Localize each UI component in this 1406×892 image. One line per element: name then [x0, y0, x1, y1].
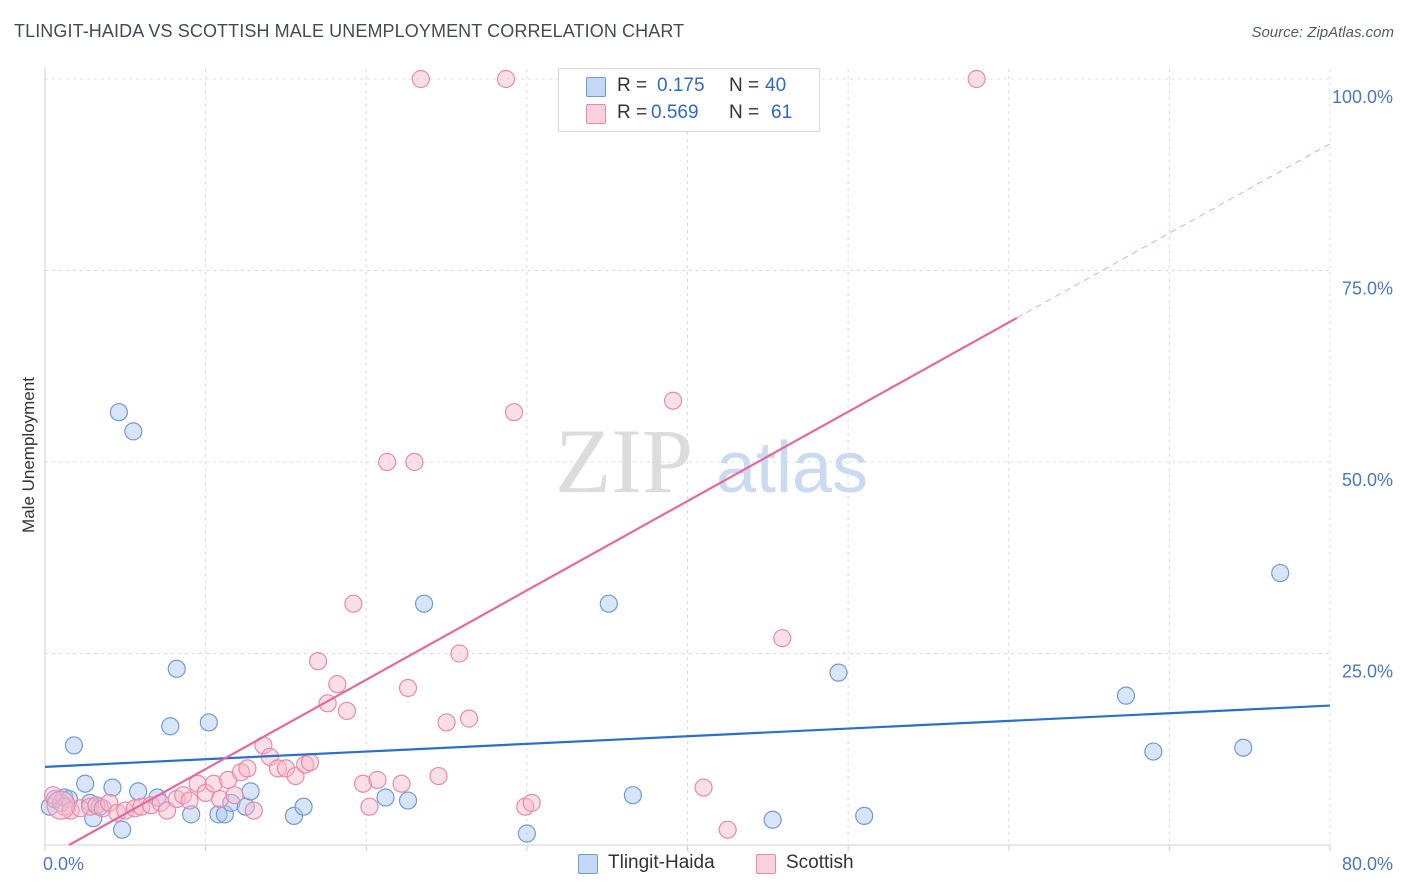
- point-tlingit-haida: [199, 713, 218, 732]
- point-scottish: [459, 709, 479, 728]
- correlation-legend: R = 0.175 N = 40 R = 0.569 N = 61: [558, 68, 820, 132]
- point-tlingit-haida: [1271, 563, 1290, 583]
- point-tlingit-haida: [76, 774, 95, 793]
- point-tlingit-haida: [1234, 738, 1253, 757]
- trendline-scottish: [68, 317, 1018, 846]
- bottom-legend-swatch-blue: [578, 854, 598, 874]
- point-scottish: [411, 69, 430, 89]
- point-scottish: [773, 629, 792, 648]
- point-scottish: [522, 793, 541, 812]
- point-scottish: [328, 675, 347, 694]
- legend-r-value: 0.175: [657, 75, 705, 96]
- point-scottish: [360, 797, 379, 816]
- point-scottish: [718, 820, 737, 839]
- point-tlingit-haida: [112, 820, 132, 839]
- chart-title: TLINGIT-HAIDA VS SCOTTISH MALE UNEMPLOYM…: [14, 21, 685, 41]
- point-scottish: [504, 403, 524, 422]
- point-scottish: [344, 594, 363, 613]
- legend-n-label: N =: [729, 102, 760, 123]
- bottom-legend-label: Tlingit-Haida: [608, 852, 715, 873]
- point-scottish: [378, 452, 397, 472]
- legend-r-label: R =: [617, 102, 648, 123]
- source-label: Source: ZipAtlas.com: [1251, 24, 1394, 41]
- y-axis-label: Male Unemployment: [19, 377, 38, 533]
- point-scottish: [694, 778, 713, 797]
- point-scottish: [437, 713, 456, 732]
- legend-r-value: 0.569: [651, 102, 699, 123]
- point-tlingit-haida: [129, 782, 148, 801]
- y-tick-label: 25.0%: [1342, 662, 1393, 682]
- point-tlingit-haida: [241, 782, 260, 801]
- point-scottish: [296, 755, 315, 774]
- trendline-scottish-extension: [1016, 143, 1331, 319]
- y-tick-label: 75.0%: [1342, 279, 1393, 299]
- legend-n-label: N =: [729, 75, 760, 96]
- point-tlingit-haida: [109, 403, 128, 422]
- legend-n-value: 61: [771, 102, 793, 123]
- watermark-zip: ZIP: [555, 410, 693, 512]
- point-scottish: [225, 786, 244, 805]
- point-tlingit-haida: [64, 736, 84, 755]
- x-tick-label: 0.0%: [43, 854, 84, 874]
- point-scottish: [429, 766, 448, 786]
- point-scottish: [967, 69, 986, 89]
- point-scottish: [244, 801, 263, 820]
- point-tlingit-haida: [855, 806, 874, 825]
- legend-swatch-blue: [586, 77, 606, 97]
- bottom-legend-swatch-pink: [756, 854, 776, 874]
- y-tick-label: 100.0%: [1332, 87, 1393, 107]
- point-scottish: [663, 391, 683, 410]
- point-scottish: [405, 452, 424, 472]
- point-scottish: [276, 759, 296, 778]
- trendline-tlingit-haida: [44, 704, 1331, 768]
- grid-lines: [45, 69, 1331, 845]
- bottom-legend-label: Scottish: [786, 852, 854, 873]
- point-scottish: [398, 678, 418, 698]
- point-scottish: [368, 770, 387, 789]
- point-tlingit-haida: [763, 810, 782, 829]
- legend-r-label: R =: [617, 75, 648, 96]
- point-tlingit-haida: [829, 663, 848, 682]
- point-scottish: [308, 652, 328, 671]
- point-tlingit-haida: [599, 594, 618, 613]
- point-scottish: [180, 791, 199, 810]
- point-scottish-cluster: [46, 790, 76, 820]
- legend-n-value: 40: [765, 75, 787, 96]
- point-scottish: [392, 774, 411, 793]
- tick-labels: 25.0% 50.0% 75.0% 100.0% 0.0% 80.0%: [43, 87, 1393, 874]
- point-tlingit-haida: [167, 659, 186, 678]
- point-scottish: [210, 789, 230, 809]
- point-scottish: [238, 759, 257, 778]
- point-scottish: [353, 774, 373, 793]
- point-tlingit-haida: [517, 824, 536, 843]
- point-tlingit-haida: [103, 778, 122, 797]
- point-scottish: [204, 774, 223, 793]
- point-scottish: [337, 701, 357, 721]
- point-tlingit-haida: [1116, 686, 1136, 705]
- point-tlingit-haida: [1144, 742, 1163, 761]
- y-tick-label: 50.0%: [1342, 470, 1393, 490]
- point-tlingit-haida: [124, 422, 143, 441]
- point-tlingit-haida: [284, 806, 304, 825]
- point-scottish: [496, 69, 516, 89]
- point-tlingit-haida: [623, 786, 642, 805]
- point-tlingit-haida: [209, 805, 228, 824]
- x-tick-label: 80.0%: [1342, 854, 1393, 874]
- legend-swatch-pink: [586, 104, 606, 124]
- axes: [44, 67, 1331, 851]
- point-scottish: [300, 753, 320, 772]
- point-scottish: [450, 644, 469, 663]
- point-tlingit-haida: [376, 788, 395, 807]
- point-tlingit-haida: [294, 797, 313, 816]
- trend-lines: [44, 143, 1331, 846]
- data-points: [40, 69, 1290, 843]
- point-tlingit-haida: [161, 717, 180, 736]
- point-tlingit-haida: [182, 805, 201, 824]
- point-tlingit-haida: [398, 791, 418, 810]
- point-tlingit-haida: [414, 594, 434, 613]
- watermark-atlas: atlas: [716, 428, 868, 508]
